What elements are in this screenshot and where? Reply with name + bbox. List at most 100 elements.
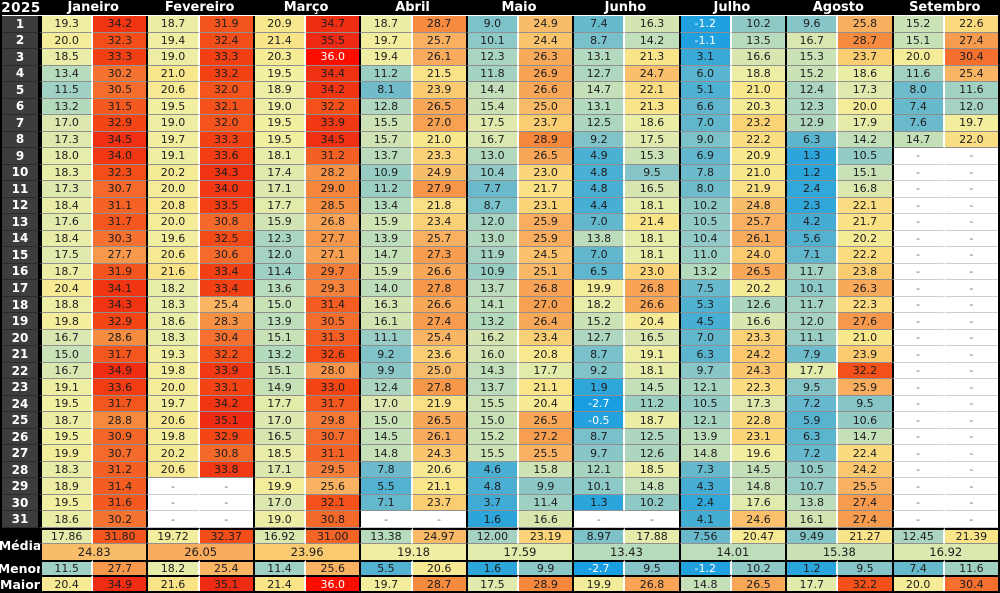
temp-min-cell: 1.6 bbox=[465, 511, 519, 528]
temp-min-cell: 7.2 bbox=[785, 445, 839, 462]
media-max-cell: 24.97 bbox=[412, 527, 466, 545]
temp-min-cell: 4.8 bbox=[572, 181, 626, 198]
media-min-cell: 8.97 bbox=[572, 527, 626, 545]
temp-max-cell: 31.9 bbox=[199, 16, 253, 33]
temp-min-cell: 13.4 bbox=[359, 197, 413, 215]
temp-min-cell: 14.9 bbox=[252, 379, 307, 396]
temp-min-cell: 14.4 bbox=[465, 82, 519, 99]
temp-max-cell: 30.2 bbox=[93, 65, 147, 83]
temp-max-cell: 26.1 bbox=[412, 428, 466, 446]
temp-max-cell: 27.2 bbox=[518, 428, 573, 446]
temp-max-cell: 34.5 bbox=[93, 131, 147, 149]
temp-max-cell: 25.9 bbox=[518, 214, 573, 231]
temp-max-cell: 30.8 bbox=[199, 214, 253, 231]
temp-max-cell: 30.7 bbox=[93, 181, 147, 198]
temp-max-cell: 28.8 bbox=[93, 412, 147, 429]
temp-min-cell: 18.0 bbox=[40, 148, 94, 165]
temp-max-cell: 14.8 bbox=[731, 478, 786, 495]
menor-min-cell: -2.7 bbox=[572, 560, 626, 576]
temp-min-cell: 7.0 bbox=[572, 247, 626, 264]
temp-max-cell: 26.5 bbox=[518, 412, 573, 429]
temp-max-cell: 25.9 bbox=[838, 379, 892, 396]
temp-min-cell: - bbox=[891, 148, 945, 165]
media-min-cell: 12.45 bbox=[891, 527, 945, 545]
temp-max-cell: - bbox=[944, 230, 998, 248]
menor-max-cell: 25.4 bbox=[199, 560, 253, 576]
temp-min-cell: 12.8 bbox=[359, 98, 413, 116]
temp-max-cell: 35.5 bbox=[306, 32, 360, 50]
temp-min-cell: 17.6 bbox=[40, 214, 94, 231]
temp-max-cell: - bbox=[944, 362, 998, 380]
temp-min-cell: 15.9 bbox=[252, 214, 307, 231]
temp-max-cell: 23.6 bbox=[412, 346, 466, 363]
temp-min-cell: 10.9 bbox=[465, 263, 519, 281]
temp-min-cell: 18.8 bbox=[40, 296, 94, 314]
temp-max-cell: 27.6 bbox=[838, 313, 892, 330]
temp-max-cell: 14.2 bbox=[838, 131, 892, 149]
temp-min-cell: 14.3 bbox=[465, 362, 519, 380]
temp-min-cell: 7.1 bbox=[359, 494, 413, 512]
temp-min-cell: 15.2 bbox=[891, 16, 945, 33]
temp-min-cell: 17.0 bbox=[359, 395, 413, 413]
temp-min-cell: 20.0 bbox=[146, 214, 200, 231]
temp-max-cell: 21.7 bbox=[518, 181, 573, 198]
temp-max-cell: 22.4 bbox=[838, 445, 892, 462]
day-label: 18 bbox=[2, 296, 40, 314]
temp-min-cell: 18.2 bbox=[572, 296, 626, 314]
temp-max-cell: 17.9 bbox=[838, 115, 892, 132]
temp-min-cell: 7.6 bbox=[891, 115, 945, 132]
temp-min-cell: 6.6 bbox=[678, 98, 732, 116]
day-label: 5 bbox=[2, 82, 40, 99]
temp-max-cell: 25.9 bbox=[518, 230, 573, 248]
menor-min-cell: 11.5 bbox=[40, 560, 94, 576]
menor-min-cell: 7.4 bbox=[891, 560, 945, 576]
temp-min-cell: 8.7 bbox=[572, 428, 626, 446]
month-header-8: Agosto bbox=[785, 0, 892, 16]
temp-min-cell: 10.5 bbox=[785, 461, 839, 479]
temp-min-cell: 1.2 bbox=[785, 164, 839, 182]
temp-max-cell: - bbox=[199, 494, 253, 512]
temp-max-cell: 18.7 bbox=[625, 412, 679, 429]
temp-max-cell: 24.3 bbox=[412, 445, 466, 462]
media-min-cell: 13.38 bbox=[359, 527, 413, 545]
temp-min-cell: 4.9 bbox=[572, 148, 626, 165]
month-header-7: Julho bbox=[678, 0, 786, 16]
temp-min-cell: - bbox=[891, 445, 945, 462]
temp-min-cell: 20.6 bbox=[146, 82, 200, 99]
temp-max-cell: 11.4 bbox=[518, 494, 573, 512]
temp-min-cell: 19.5 bbox=[252, 131, 307, 149]
temp-max-cell: 23.4 bbox=[518, 329, 573, 347]
temp-min-cell: - bbox=[146, 494, 200, 512]
temp-min-cell: 13.8 bbox=[785, 494, 839, 512]
menor-min-cell: 18.2 bbox=[146, 560, 200, 576]
maior-min-cell: 21.4 bbox=[252, 575, 307, 591]
temp-min-cell: 1.3 bbox=[785, 148, 839, 165]
temp-min-cell: - bbox=[891, 511, 945, 528]
temp-max-cell: 26.6 bbox=[412, 263, 466, 281]
temp-min-cell: 14.1 bbox=[465, 296, 519, 314]
day-label: 24 bbox=[2, 395, 40, 413]
media-max-cell: 23.19 bbox=[518, 527, 573, 545]
temp-max-cell: 23.1 bbox=[518, 197, 573, 215]
temp-max-cell: 29.7 bbox=[306, 263, 360, 281]
maior-max-cell: 30.4 bbox=[944, 575, 998, 591]
temp-min-cell: 8.1 bbox=[359, 82, 413, 99]
temp-max-cell: 30.2 bbox=[93, 511, 147, 528]
temp-min-cell: 9.6 bbox=[785, 16, 839, 33]
temp-max-cell: 31.2 bbox=[306, 148, 360, 165]
temp-max-cell: 27.1 bbox=[306, 247, 360, 264]
temp-max-cell: 27.8 bbox=[412, 379, 466, 396]
temp-min-cell: 2.4 bbox=[785, 181, 839, 198]
temp-max-cell: 32.5 bbox=[199, 230, 253, 248]
temp-min-cell: 19.6 bbox=[146, 230, 200, 248]
temp-max-cell: 31.6 bbox=[93, 494, 147, 512]
temp-min-cell: 19.7 bbox=[359, 32, 413, 50]
temp-max-cell: 32.2 bbox=[838, 362, 892, 380]
temp-min-cell: - bbox=[891, 296, 945, 314]
day-label: 14 bbox=[2, 230, 40, 248]
temp-max-cell: 18.1 bbox=[625, 247, 679, 264]
temp-max-cell: 25.5 bbox=[838, 478, 892, 495]
temp-max-cell: 30.8 bbox=[306, 511, 360, 528]
temp-max-cell: 17.5 bbox=[625, 131, 679, 149]
temp-min-cell: 15.0 bbox=[40, 346, 94, 363]
